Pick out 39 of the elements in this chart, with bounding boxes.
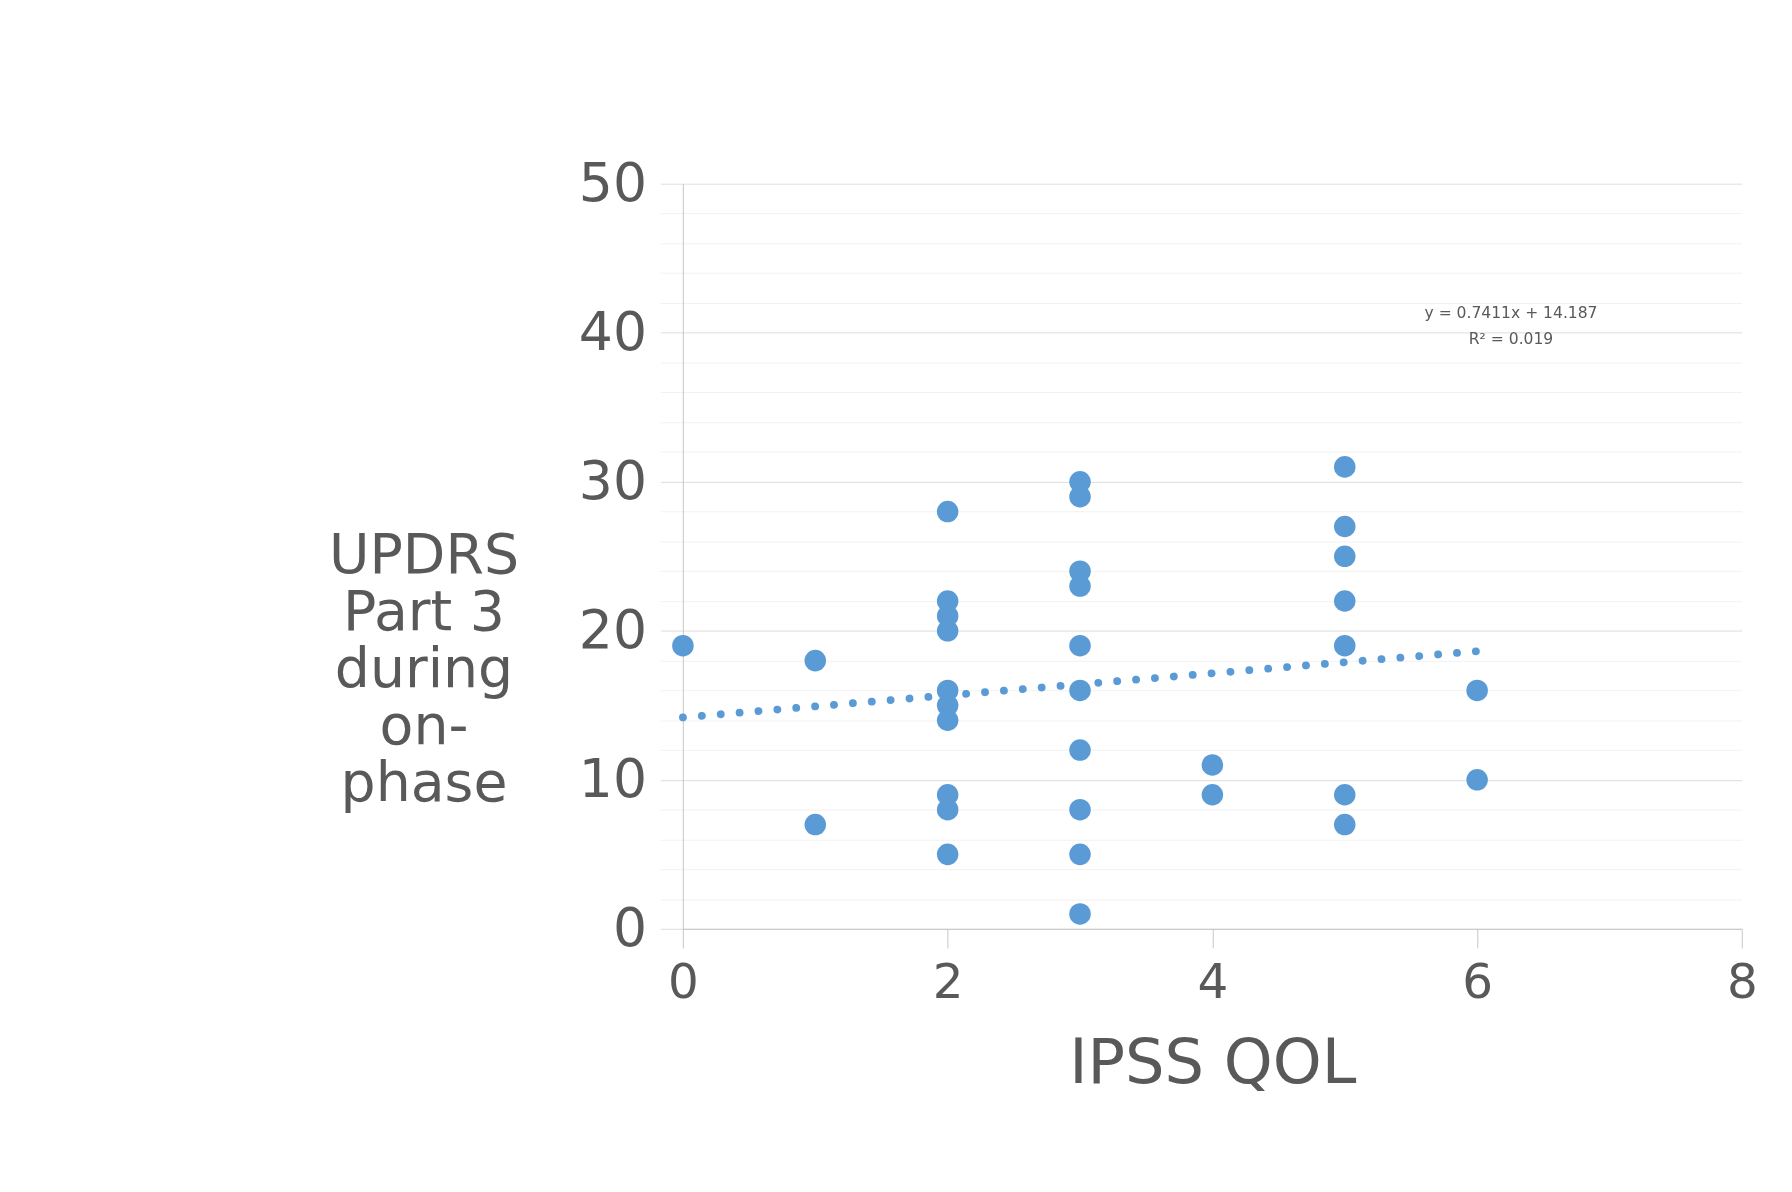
annotation: y = 0.7411x + 14.187 bbox=[1424, 304, 1598, 323]
y-tick-label: 20 bbox=[578, 597, 648, 661]
point bbox=[1333, 545, 1356, 568]
point bbox=[936, 500, 959, 523]
x-tick-label: 6 bbox=[1462, 953, 1493, 1010]
x-tick-label: 8 bbox=[1726, 953, 1758, 1010]
point bbox=[804, 649, 827, 672]
point bbox=[1069, 575, 1091, 597]
point bbox=[1069, 903, 1091, 925]
point bbox=[1333, 634, 1356, 657]
point bbox=[804, 813, 827, 836]
y-tick-label: 50 bbox=[578, 150, 648, 214]
x-tick-label: 2 bbox=[932, 953, 964, 1010]
y-tick-label: 40 bbox=[578, 299, 648, 363]
y-tick-label: 0 bbox=[612, 895, 648, 959]
point bbox=[1069, 634, 1091, 657]
point bbox=[1333, 813, 1356, 836]
point bbox=[1069, 798, 1091, 821]
point bbox=[1069, 843, 1091, 866]
point bbox=[936, 843, 959, 866]
point bbox=[936, 620, 959, 642]
point bbox=[672, 634, 694, 657]
y-axis-title: UPDRS Part 3 during on-phase bbox=[329, 522, 519, 815]
point bbox=[1333, 784, 1356, 806]
annotation: R² = 0.019 bbox=[1468, 329, 1554, 348]
point bbox=[936, 709, 959, 731]
point bbox=[1466, 679, 1488, 702]
point bbox=[1201, 754, 1224, 776]
x-axis-title: IPSS QOL bbox=[1069, 1025, 1357, 1099]
y-tick-label: 10 bbox=[578, 746, 648, 810]
x-tick-label: 0 bbox=[667, 953, 699, 1010]
point bbox=[1201, 784, 1224, 806]
point bbox=[1069, 739, 1091, 761]
point bbox=[1333, 456, 1356, 478]
y-tick-label: 30 bbox=[578, 448, 648, 512]
point bbox=[1333, 515, 1356, 538]
point bbox=[1333, 590, 1356, 612]
point bbox=[1466, 769, 1488, 791]
x-tick-label: 4 bbox=[1197, 953, 1229, 1010]
